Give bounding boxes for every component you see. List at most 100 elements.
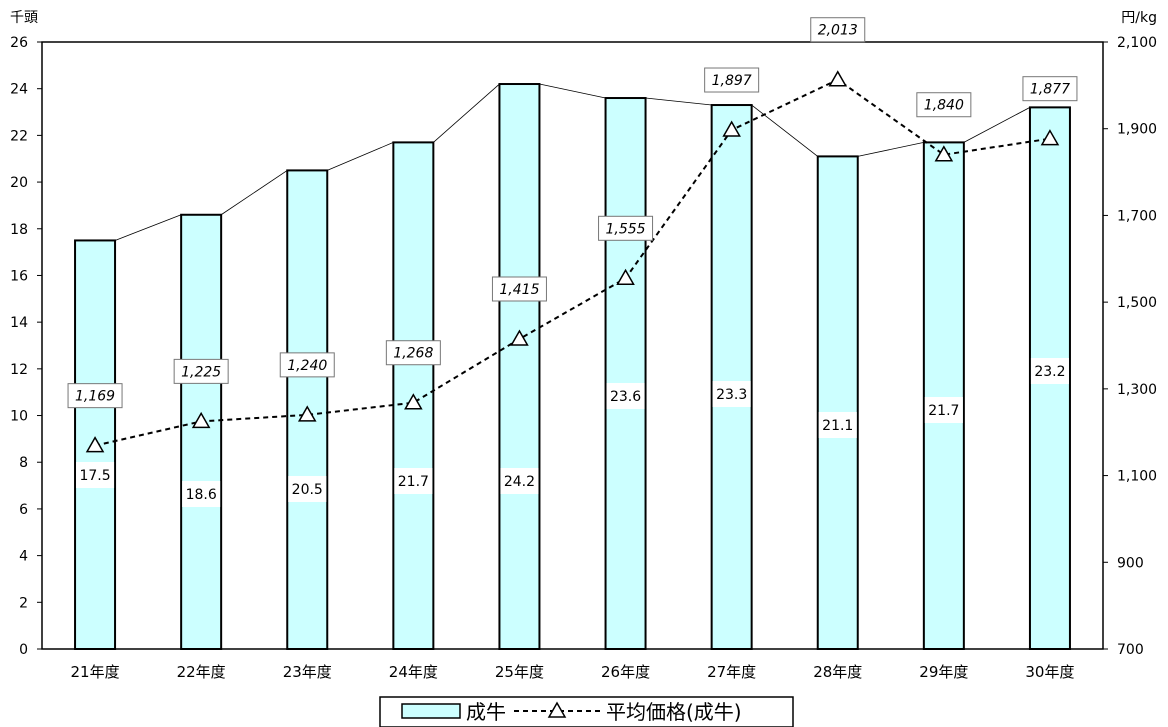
right-tick-label: 1,100 [1117,469,1157,485]
left-tick-label: 12 [10,362,28,378]
triangle-marker [828,70,848,87]
line-value-label: 2,013 [818,23,858,39]
bar-value-label: 21.7 [398,474,429,490]
bar-value-label: 18.6 [186,487,217,503]
category-label: 27年度 [707,663,756,681]
category-label: 28年度 [813,663,862,681]
legend-bar-label: 成牛 [466,700,506,724]
line-label-box [67,383,123,409]
triangle-marker [85,436,105,453]
left-tick-label: 8 [19,455,28,471]
right-axis-ticks: 700 900 1,100 1,300 1,500 1,700 1,900 2,100 [1103,35,1157,658]
left-tick-label: 24 [10,82,28,98]
bar [816,155,859,650]
bar-value-label: 24.2 [504,474,535,490]
line-label-box [385,340,441,366]
bar [498,83,541,651]
category-label: 22年度 [177,663,226,681]
bar-label-background [606,383,645,409]
bar-connector-line [433,83,500,143]
right-tick-label: 700 [1117,642,1144,658]
line-label-box [279,352,335,378]
bar-value-label: 23.6 [610,389,641,405]
bar-label-background [288,476,327,502]
bar [604,97,647,651]
bar-label-background [818,412,857,438]
triangle-marker [934,145,954,162]
bar-label-background [500,468,539,494]
right-tick-label: 1,300 [1117,382,1157,398]
bar-label-background [394,468,433,494]
category-label: 21年度 [71,663,120,681]
bar-value-label: 17.5 [79,468,110,484]
right-tick-label: 1,900 [1117,122,1157,138]
line-label-box [173,358,229,384]
bar-top-connectors [114,83,1031,241]
bar-connector-line [963,107,1031,143]
line-value-label: 1,897 [712,73,752,89]
line-label-box [491,276,547,302]
left-tick-label: 14 [10,315,28,331]
triangle-marker [404,393,423,410]
bar-label-background [1030,358,1069,384]
line-value-label: 1,225 [181,364,221,380]
triangle-marker [510,329,529,346]
right-axis-unit: 円/kg [1121,10,1157,26]
right-tick-label: 1,700 [1117,208,1157,224]
bar-connector-line [220,170,288,216]
category-label: 25年度 [495,663,544,681]
line-label-box [916,92,972,118]
left-tick-label: 16 [10,268,28,284]
bar [180,213,223,650]
bar [710,104,753,651]
left-tick-label: 22 [10,128,28,144]
line-value-label: 1,840 [924,98,964,114]
bar-label-background [76,462,115,488]
line-label-box [810,17,866,43]
line-label-box [1022,76,1078,102]
bar-value-label: 23.2 [1034,364,1065,380]
bar-connector-line [645,97,712,106]
line-value-label: 1,415 [499,282,539,298]
price-line [94,78,1051,447]
bar-label-background [924,397,963,423]
line-value-labels: 1,169 1,225 1,240 1,268 1,415 1,555 1,897 2,013… [67,17,1078,409]
category-label: 30年度 [1025,663,1074,681]
category-label: 23年度 [283,663,332,681]
bar-value-label: 21.7 [928,403,959,419]
left-tick-label: 10 [10,409,28,425]
bar-value-label: 23.3 [716,387,747,403]
left-tick-label: 0 [19,642,28,658]
left-tick-label: 6 [19,502,28,518]
left-tick-label: 2 [19,595,28,611]
plot-area-frame [41,41,1104,650]
line-label-box [704,67,760,93]
triangle-marker [616,268,635,286]
bar-value-labels: 17.5 18.6 20.5 21.7 24.2 23.6 23.3 21.1 21.7 23.2 [76,358,1069,507]
line-value-label: 1,877 [1030,82,1070,98]
category-label: 29年度 [919,663,968,681]
triangle-marker [1040,129,1060,146]
line-value-label: 1,555 [606,221,646,237]
bar-label-background [712,381,751,407]
line-value-label: 1,240 [287,358,327,374]
legend-triangle-marker [547,701,567,718]
left-tick-label: 4 [19,549,28,565]
bar-connector-line [327,142,394,171]
left-axis-unit: 千頭 [10,10,38,26]
category-label: 24年度 [389,663,438,681]
right-tick-label: 2,100 [1117,35,1157,51]
bar-connector-line [857,141,924,157]
category-labels: 21年度 22年度 23年度 24年度 25年度 26年度 27年度 28年度 29年度 30年度 [71,663,1075,681]
legend-bar-swatch [401,703,461,719]
bar-connector-line [539,83,606,99]
left-tick-label: 26 [10,35,28,51]
triangle-marker [297,405,317,422]
right-tick-label: 1,500 [1117,295,1157,311]
bar-value-label: 21.1 [822,418,853,434]
axes [41,41,1104,650]
left-tick-label: 20 [10,175,28,191]
legend-line-label: 平均価格(成牛) [606,700,742,724]
